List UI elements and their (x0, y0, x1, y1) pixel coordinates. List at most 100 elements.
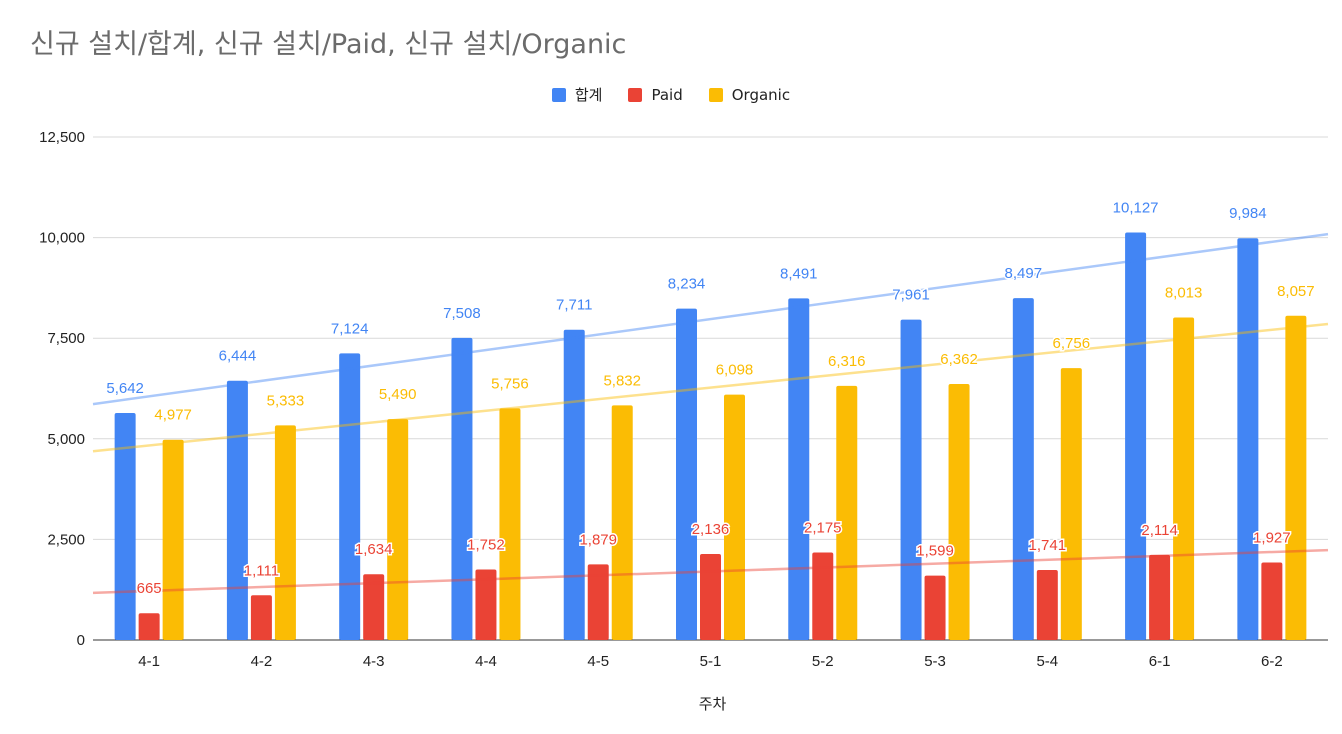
data-label-Paid-5-3: 1,599 (916, 543, 954, 560)
bar-합계-5-4[interactable] (1012, 298, 1034, 640)
data-label-Paid-5-2: 2,175 (804, 519, 842, 536)
data-label-합계-5-4: 8,497 (1005, 265, 1043, 282)
x-tick-label: 4-3 (363, 653, 385, 670)
x-tick-label: 5-2 (812, 653, 834, 670)
bar-합계-5-1[interactable] (676, 308, 697, 640)
x-tick-label: 5-4 (1036, 653, 1058, 670)
legend-label-total: 합계 (574, 86, 603, 104)
y-tick-label: 12,500 (39, 129, 85, 146)
bar-Paid-5-3[interactable] (924, 575, 946, 640)
x-tick-label: 5-3 (924, 653, 946, 670)
y-tick-label: 7,500 (47, 330, 85, 347)
bar-Paid-5-4[interactable] (1036, 569, 1058, 640)
x-tick-label: 6-2 (1261, 653, 1283, 670)
bar-Paid-4-1[interactable] (138, 613, 160, 640)
trendline-합계 (92, 232, 1329, 406)
bar-합계-4-1[interactable] (114, 412, 136, 640)
bar-Organic-5-4[interactable] (1060, 368, 1082, 640)
bar-합계-6-2[interactable] (1237, 238, 1259, 640)
data-label-Paid-5-4: 1,741 (1029, 537, 1067, 554)
bar-합계-4-5[interactable] (563, 329, 585, 640)
bar-합계-5-2[interactable] (788, 298, 810, 640)
bar-합계-4-4[interactable] (451, 337, 473, 640)
bar-Paid-4-3[interactable] (363, 574, 385, 640)
y-tick-label: 10,000 (39, 230, 85, 247)
data-label-Organic-5-2: 6,316 (828, 353, 866, 370)
data-label-Organic-4-5: 5,832 (603, 372, 641, 389)
bar-Organic-6-2[interactable] (1285, 315, 1307, 640)
data-label-Paid-6-1: 2,114 (1141, 522, 1177, 539)
bar-Organic-4-3[interactable] (387, 419, 409, 640)
data-label-합계-6-2: 9,984 (1229, 205, 1267, 222)
trendline-Organic (92, 322, 1329, 453)
data-label-Organic-4-3: 5,490 (379, 386, 417, 403)
bar-Organic-4-4[interactable] (499, 408, 521, 640)
bar-Organic-5-2[interactable] (836, 385, 858, 640)
bar-Organic-5-3[interactable] (948, 383, 970, 640)
data-label-합계-5-3: 7,961 (892, 287, 930, 304)
data-label-Organic-4-4: 5,756 (491, 375, 529, 392)
data-label-합계-4-4: 7,508 (443, 305, 481, 322)
bar-Organic-5-1[interactable] (724, 394, 745, 640)
data-label-Organic-5-1: 6,098 (716, 362, 754, 379)
data-label-Organic-6-2: 8,057 (1277, 283, 1315, 300)
legend-label-paid: Paid (651, 85, 683, 104)
data-label-Organic-5-3: 6,362 (940, 351, 978, 368)
x-tick-label: 6-1 (1149, 653, 1171, 670)
y-tick-label: 2,500 (47, 531, 85, 548)
bar-Paid-4-2[interactable] (250, 595, 272, 640)
bar-Organic-6-1[interactable] (1173, 317, 1195, 640)
legend-label-organic: Organic (731, 85, 791, 104)
data-label-합계-4-2: 6,444 (219, 348, 257, 365)
bar-Organic-4-2[interactable] (274, 425, 296, 640)
data-label-Paid-4-1: 665 (137, 580, 162, 597)
legend-item-organic[interactable]: Organic (708, 85, 791, 104)
legend-item-paid[interactable]: Paid (628, 85, 683, 104)
bar-Paid-4-5[interactable] (587, 564, 609, 640)
x-tick-label: 4-5 (587, 653, 609, 670)
bar-합계-4-2[interactable] (226, 380, 248, 640)
bar-Paid-6-2[interactable] (1261, 562, 1283, 640)
y-tick-label: 0 (77, 632, 85, 649)
data-label-Organic-4-1: 4,977 (154, 407, 192, 424)
legend[interactable]: 합계 Paid Organic (0, 84, 1342, 105)
data-label-합계-6-1: 10,127 (1113, 199, 1159, 216)
bar-Paid-4-4[interactable] (475, 569, 497, 640)
legend-swatch-organic (708, 87, 723, 102)
data-label-Paid-4-3: 1,634 (355, 541, 393, 558)
y-tick-label: 5,000 (47, 431, 85, 448)
bar-합계-5-3[interactable] (900, 319, 922, 640)
bar-합계-4-3[interactable] (339, 353, 361, 640)
data-label-합계-4-3: 7,124 (331, 320, 369, 337)
data-label-합계-4-1: 5,642 (106, 380, 144, 397)
legend-item-total[interactable]: 합계 (551, 84, 603, 105)
data-label-Paid-5-1: 2,136 (692, 521, 730, 538)
data-label-합계-5-1: 8,234 (668, 276, 706, 293)
bar-Paid-5-1[interactable] (700, 554, 721, 640)
data-label-Organic-4-2: 5,333 (267, 392, 305, 409)
x-tick-label: 4-4 (475, 653, 497, 670)
legend-swatch-paid (628, 87, 643, 102)
x-tick-label: 4-2 (251, 653, 273, 670)
bar-Paid-5-2[interactable] (812, 552, 834, 640)
data-label-Paid-4-4: 1,752 (467, 536, 505, 553)
bar-Paid-6-1[interactable] (1149, 554, 1171, 640)
data-label-합계-5-2: 8,491 (780, 265, 818, 282)
data-label-합계-4-5: 7,711 (556, 297, 592, 314)
bar-Organic-4-5[interactable] (611, 405, 633, 640)
data-label-Organic-6-1: 8,013 (1165, 285, 1203, 302)
chart-title: 신규 설치/합계, 신규 설치/Paid, 신규 설치/Organic (30, 29, 627, 60)
x-axis-title: 주차 (699, 695, 727, 713)
x-tick-label: 4-1 (138, 653, 160, 670)
x-tick-label: 5-1 (700, 653, 722, 670)
data-label-Paid-6-2: 1,927 (1253, 529, 1291, 546)
data-label-Paid-4-2: 1,111 (244, 562, 279, 579)
data-label-Paid-4-5: 1,879 (579, 531, 617, 548)
data-label-Organic-5-4: 6,756 (1053, 335, 1091, 352)
bar-Organic-4-1[interactable] (162, 439, 184, 640)
bar-합계-6-1[interactable] (1125, 232, 1147, 641)
legend-swatch-total (551, 87, 566, 102)
trendline-Paid (92, 548, 1329, 595)
